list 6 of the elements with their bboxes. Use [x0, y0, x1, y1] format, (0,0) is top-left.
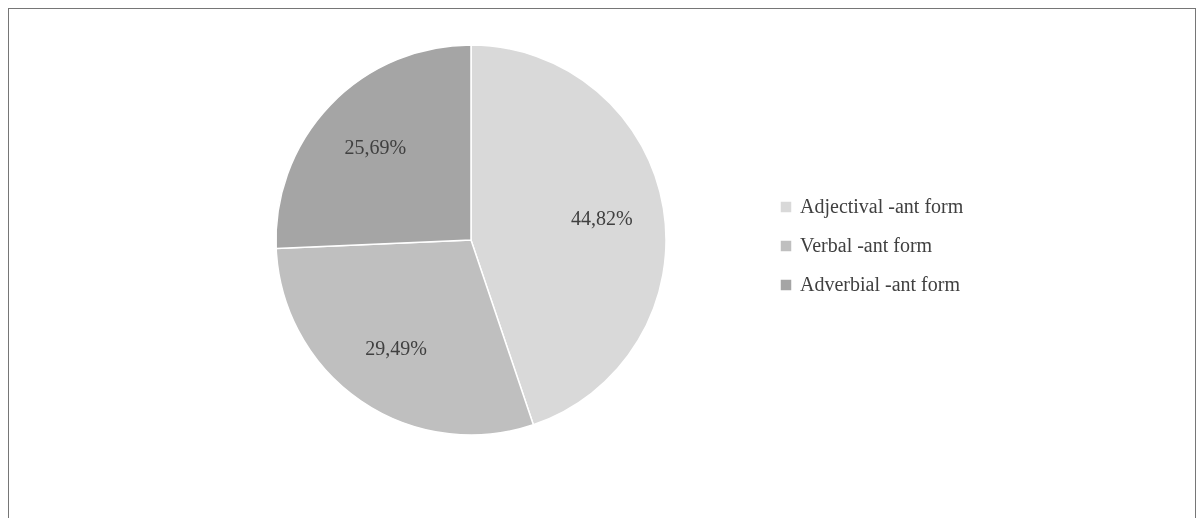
legend-label: Adverbial -ant form — [800, 273, 961, 295]
data-label: 44,82% — [571, 206, 633, 229]
legend-label: Verbal -ant form — [800, 234, 933, 256]
data-label: 25,69% — [344, 136, 407, 159]
legend-label: Adjectival -ant form — [800, 195, 964, 218]
data-label: 29,49% — [365, 337, 427, 360]
